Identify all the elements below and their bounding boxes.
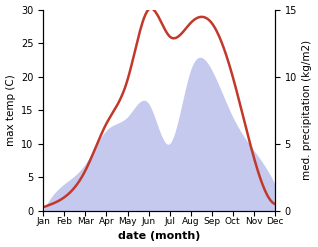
X-axis label: date (month): date (month) (118, 231, 200, 242)
Y-axis label: med. precipitation (kg/m2): med. precipitation (kg/m2) (302, 40, 313, 180)
Y-axis label: max temp (C): max temp (C) (5, 74, 16, 146)
